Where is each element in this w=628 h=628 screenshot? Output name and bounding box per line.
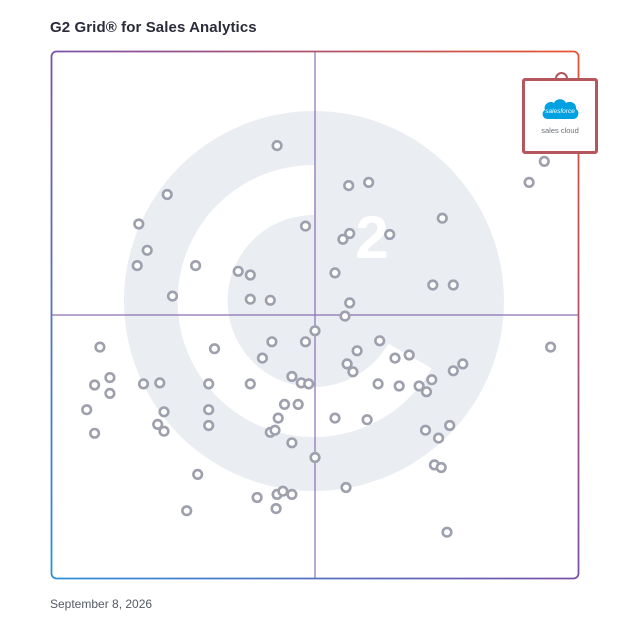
product-point-82[interactable] xyxy=(270,503,282,515)
product-point-84[interactable] xyxy=(441,526,453,538)
product-point-6[interactable] xyxy=(190,260,202,272)
product-point-29[interactable] xyxy=(154,377,166,389)
product-point-64[interactable] xyxy=(420,386,433,398)
product-point-21[interactable] xyxy=(447,279,459,291)
product-point-22[interactable] xyxy=(523,176,535,188)
product-point-3[interactable] xyxy=(133,218,145,230)
product-point-37[interactable] xyxy=(266,336,278,348)
product-point-10[interactable] xyxy=(244,293,256,305)
product-point-16[interactable] xyxy=(344,227,356,240)
product-point-39[interactable] xyxy=(244,378,256,390)
product-label: sales cloud xyxy=(541,126,579,135)
product-point-49[interactable] xyxy=(269,424,281,436)
product-point-4[interactable] xyxy=(141,244,153,256)
product-point-30[interactable] xyxy=(158,406,170,418)
product-point-65[interactable] xyxy=(426,374,438,386)
product-point-23[interactable] xyxy=(538,155,550,167)
logo-word: salesforce xyxy=(545,108,575,115)
product-point-32[interactable] xyxy=(158,425,170,437)
product-point-9[interactable] xyxy=(166,290,179,302)
product-point-83[interactable] xyxy=(544,341,557,353)
product-point-19[interactable] xyxy=(329,267,341,279)
product-point-7[interactable] xyxy=(232,265,244,277)
product-point-60[interactable] xyxy=(403,349,415,361)
product-point-14[interactable] xyxy=(363,176,375,188)
product-point-20[interactable] xyxy=(427,279,439,291)
product-point-46[interactable] xyxy=(292,398,304,411)
product-point-25[interactable] xyxy=(104,372,116,384)
product-point-59[interactable] xyxy=(389,352,401,364)
product-point-74[interactable] xyxy=(340,481,352,494)
product-point-77[interactable] xyxy=(181,505,193,517)
product-point-51[interactable] xyxy=(341,358,353,370)
product-point-63[interactable] xyxy=(413,380,425,392)
product-point-36[interactable] xyxy=(203,419,215,432)
salesforce-callout[interactable]: salesforce sales cloud xyxy=(522,78,598,154)
product-point-28[interactable] xyxy=(137,378,150,390)
product-point-78[interactable] xyxy=(251,491,263,504)
product-point-47[interactable] xyxy=(272,412,284,424)
g2-watermark: 2 xyxy=(124,111,504,491)
product-point-31[interactable] xyxy=(152,418,164,431)
product-point-76[interactable] xyxy=(192,468,204,481)
product-point-73[interactable] xyxy=(309,451,321,464)
report-date: September 8, 2026 xyxy=(50,597,153,611)
salesforce-cloud-icon: salesforce xyxy=(542,99,579,119)
product-point-44[interactable] xyxy=(309,325,321,337)
product-point-55[interactable] xyxy=(344,297,356,309)
product-point-38[interactable] xyxy=(256,352,269,364)
product-point-85[interactable] xyxy=(88,379,101,391)
product-point-2[interactable] xyxy=(161,188,173,201)
product-point-15[interactable] xyxy=(337,233,349,245)
product-point-72[interactable] xyxy=(435,461,447,474)
product-point-35[interactable] xyxy=(203,404,215,416)
product-point-43[interactable] xyxy=(299,336,312,348)
product-point-13[interactable] xyxy=(343,180,355,192)
product-point-70[interactable] xyxy=(444,419,456,432)
product-point-68[interactable] xyxy=(419,424,432,436)
chart-title: G2 Grid® for Sales Analytics xyxy=(50,19,257,36)
product-point-62[interactable] xyxy=(361,414,373,426)
product-point-75[interactable] xyxy=(104,387,116,400)
product-point-56[interactable] xyxy=(372,378,384,390)
product-point-5[interactable] xyxy=(131,260,143,272)
product-point-1[interactable] xyxy=(271,140,283,152)
product-point-57[interactable] xyxy=(393,380,405,392)
product-point-54[interactable] xyxy=(339,310,351,322)
product-point-45[interactable] xyxy=(278,398,291,411)
product-point-69[interactable] xyxy=(433,432,445,444)
product-point-80[interactable] xyxy=(277,485,289,497)
product-point-52[interactable] xyxy=(347,366,359,378)
svg-text:2: 2 xyxy=(355,204,388,271)
product-point-34[interactable] xyxy=(208,343,221,355)
product-point-33[interactable] xyxy=(203,378,215,390)
product-point-11[interactable] xyxy=(264,294,276,306)
product-point-8[interactable] xyxy=(244,269,256,281)
product-point-12[interactable] xyxy=(299,220,312,232)
product-point-58[interactable] xyxy=(374,335,386,347)
product-point-81[interactable] xyxy=(286,488,298,501)
product-point-40[interactable] xyxy=(286,370,298,383)
product-point-27[interactable] xyxy=(88,427,101,439)
product-point-26[interactable] xyxy=(81,404,93,416)
product-point-53[interactable] xyxy=(351,345,363,357)
product-point-24[interactable] xyxy=(94,341,106,353)
product-point-61[interactable] xyxy=(329,412,341,424)
product-point-17[interactable] xyxy=(384,228,396,241)
product-point-50[interactable] xyxy=(286,437,298,449)
product-point-42[interactable] xyxy=(303,378,315,390)
product-point-66[interactable] xyxy=(447,365,459,377)
product-point-18[interactable] xyxy=(436,212,448,224)
product-point-67[interactable] xyxy=(457,358,469,370)
